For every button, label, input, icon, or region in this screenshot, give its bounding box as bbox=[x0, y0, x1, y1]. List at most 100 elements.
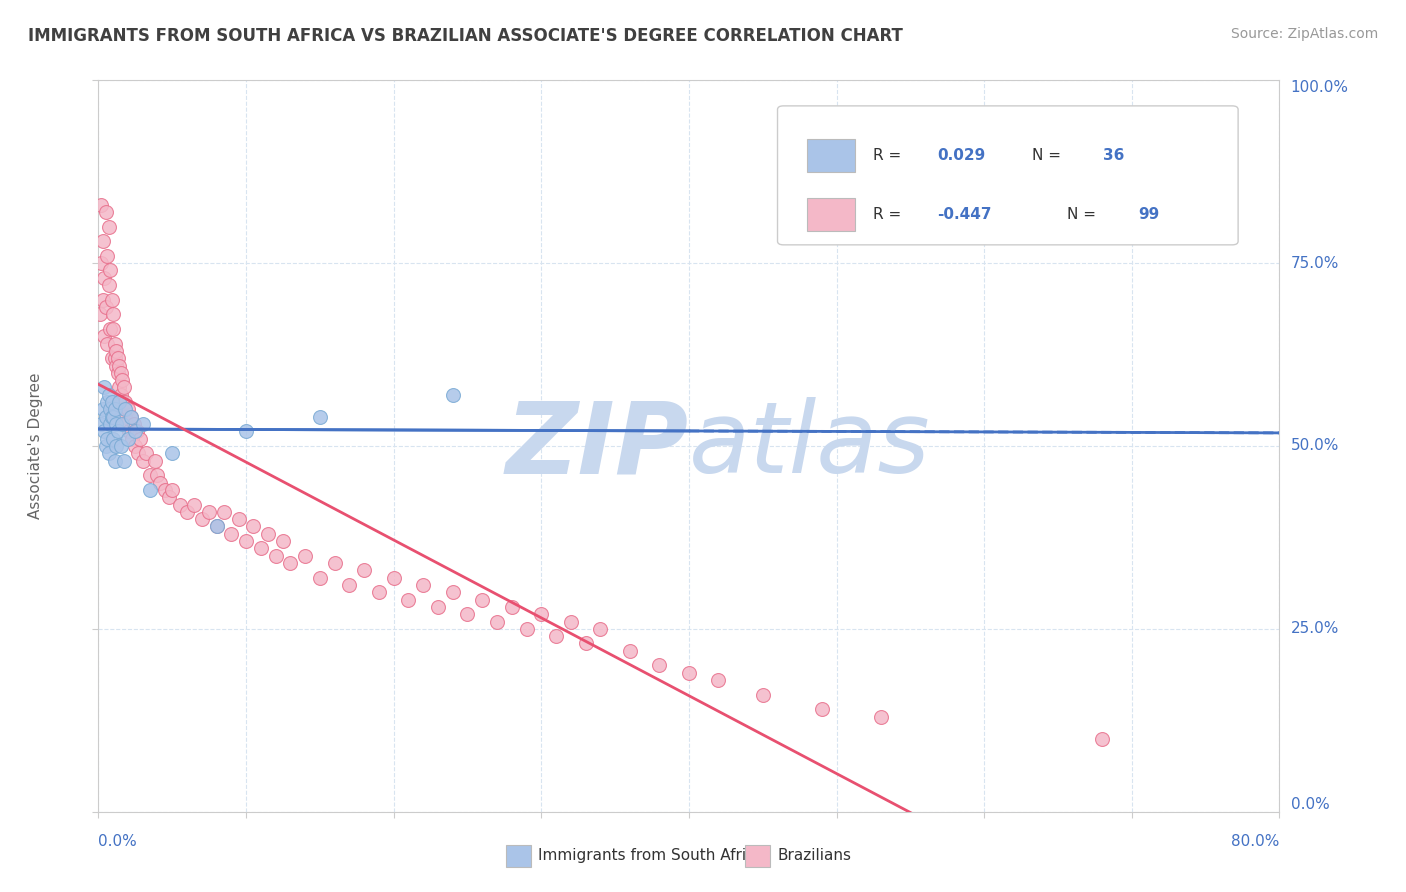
Point bbox=[107, 351, 129, 366]
Point bbox=[212, 505, 235, 519]
Point bbox=[90, 197, 112, 211]
Point bbox=[471, 592, 494, 607]
Point bbox=[105, 359, 128, 373]
Point bbox=[153, 483, 176, 497]
Text: atlas: atlas bbox=[689, 398, 931, 494]
Point bbox=[382, 571, 405, 585]
Point bbox=[103, 307, 125, 321]
Text: 0.029: 0.029 bbox=[938, 148, 986, 163]
Bar bbox=[807, 198, 855, 231]
Point bbox=[124, 425, 146, 439]
Point bbox=[96, 395, 118, 409]
Point bbox=[96, 249, 118, 263]
Point bbox=[96, 432, 118, 446]
Point bbox=[546, 629, 568, 643]
Point bbox=[870, 709, 893, 723]
Point bbox=[560, 615, 582, 629]
Point bbox=[114, 409, 136, 424]
Point bbox=[427, 599, 450, 614]
Point bbox=[441, 585, 464, 599]
Text: R =: R = bbox=[873, 148, 905, 163]
Point bbox=[353, 563, 375, 577]
Point bbox=[94, 205, 117, 219]
Text: 36: 36 bbox=[1102, 148, 1125, 163]
Point bbox=[114, 395, 136, 409]
Point bbox=[103, 409, 125, 424]
Point bbox=[111, 395, 134, 409]
Point bbox=[294, 549, 316, 563]
Point bbox=[162, 483, 183, 497]
Point bbox=[97, 219, 120, 234]
Point bbox=[250, 541, 273, 556]
Point bbox=[139, 483, 162, 497]
Point bbox=[97, 446, 120, 460]
Point bbox=[90, 256, 112, 270]
Point bbox=[110, 439, 132, 453]
Text: ZIP: ZIP bbox=[506, 398, 689, 494]
Point bbox=[98, 417, 121, 431]
Point bbox=[120, 409, 142, 424]
Point bbox=[146, 468, 169, 483]
Text: 80.0%: 80.0% bbox=[1232, 834, 1279, 849]
Point bbox=[112, 402, 135, 417]
Point bbox=[108, 380, 131, 394]
Point bbox=[575, 636, 598, 650]
Point bbox=[93, 380, 115, 394]
Text: Immigrants from South Africa: Immigrants from South Africa bbox=[538, 848, 765, 863]
Point bbox=[110, 388, 132, 402]
Point bbox=[309, 571, 332, 585]
Point bbox=[117, 402, 139, 417]
Point bbox=[114, 402, 136, 417]
Point bbox=[103, 432, 125, 446]
Text: 99: 99 bbox=[1139, 207, 1160, 222]
Point bbox=[486, 615, 509, 629]
Point bbox=[117, 432, 139, 446]
Point bbox=[100, 409, 122, 424]
Point bbox=[516, 622, 538, 636]
Point bbox=[98, 322, 121, 336]
Point bbox=[104, 402, 127, 417]
Point bbox=[89, 307, 111, 321]
Point bbox=[100, 293, 122, 307]
Point bbox=[221, 526, 243, 541]
Point bbox=[93, 425, 115, 439]
Point bbox=[91, 234, 114, 248]
Text: N =: N = bbox=[1032, 148, 1066, 163]
Point bbox=[191, 512, 214, 526]
Text: R =: R = bbox=[873, 207, 905, 222]
Point bbox=[752, 688, 775, 702]
Point bbox=[96, 336, 118, 351]
Point bbox=[105, 417, 128, 431]
Point bbox=[412, 578, 434, 592]
Point bbox=[205, 519, 228, 533]
Point bbox=[118, 425, 141, 439]
Point bbox=[107, 425, 129, 439]
Text: 75.0%: 75.0% bbox=[1291, 256, 1339, 270]
Point bbox=[111, 417, 134, 431]
Point bbox=[242, 519, 264, 533]
Point bbox=[100, 395, 122, 409]
Point bbox=[235, 534, 257, 549]
Point bbox=[104, 453, 127, 467]
Point bbox=[104, 351, 127, 366]
Point bbox=[98, 263, 121, 277]
Point bbox=[707, 673, 730, 687]
Point bbox=[105, 343, 128, 358]
Point bbox=[127, 446, 149, 460]
Point bbox=[183, 498, 205, 512]
Text: 100.0%: 100.0% bbox=[1291, 80, 1348, 95]
Text: N =: N = bbox=[1067, 207, 1101, 222]
Point bbox=[94, 409, 117, 424]
Point bbox=[810, 702, 832, 716]
Point bbox=[132, 417, 155, 431]
Point bbox=[501, 599, 523, 614]
Point bbox=[105, 439, 128, 453]
Point bbox=[98, 402, 121, 417]
Point bbox=[530, 607, 553, 622]
Point bbox=[264, 549, 287, 563]
Point bbox=[149, 475, 172, 490]
Point bbox=[139, 468, 162, 483]
Bar bbox=[807, 139, 855, 172]
Point bbox=[112, 453, 135, 467]
Point bbox=[104, 336, 127, 351]
